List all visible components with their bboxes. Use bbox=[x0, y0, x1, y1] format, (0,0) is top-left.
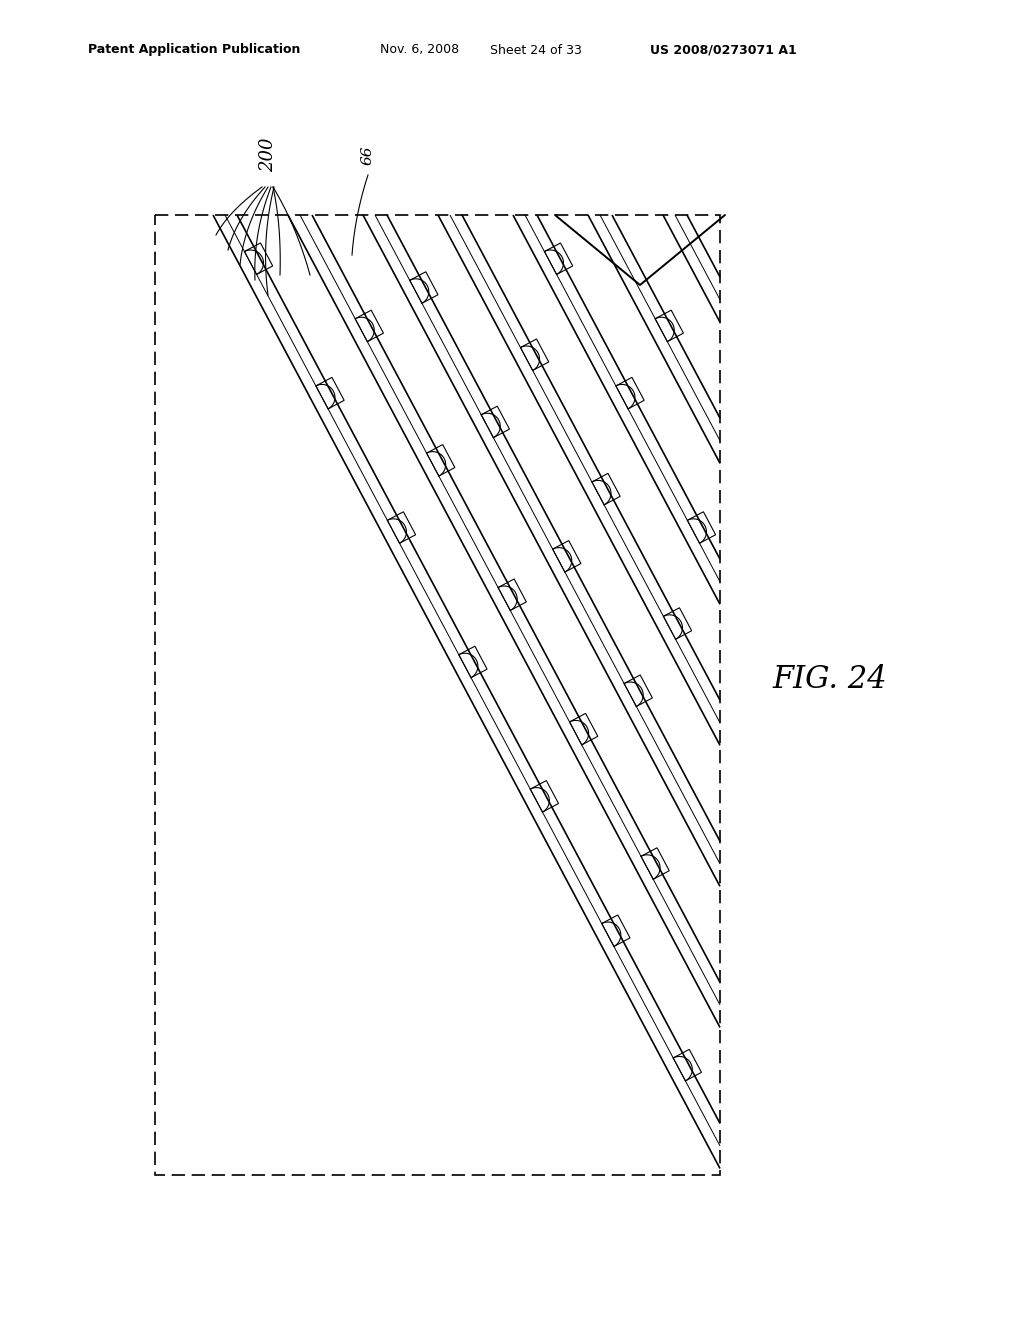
Text: 66: 66 bbox=[361, 145, 375, 165]
Text: Patent Application Publication: Patent Application Publication bbox=[88, 44, 300, 57]
Text: Sheet 24 of 33: Sheet 24 of 33 bbox=[490, 44, 582, 57]
Text: Nov. 6, 2008: Nov. 6, 2008 bbox=[380, 44, 459, 57]
Text: FIG. 24: FIG. 24 bbox=[773, 664, 888, 696]
Bar bbox=[155, 215, 720, 1175]
Text: US 2008/0273071 A1: US 2008/0273071 A1 bbox=[650, 44, 797, 57]
Text: 200: 200 bbox=[259, 137, 278, 172]
